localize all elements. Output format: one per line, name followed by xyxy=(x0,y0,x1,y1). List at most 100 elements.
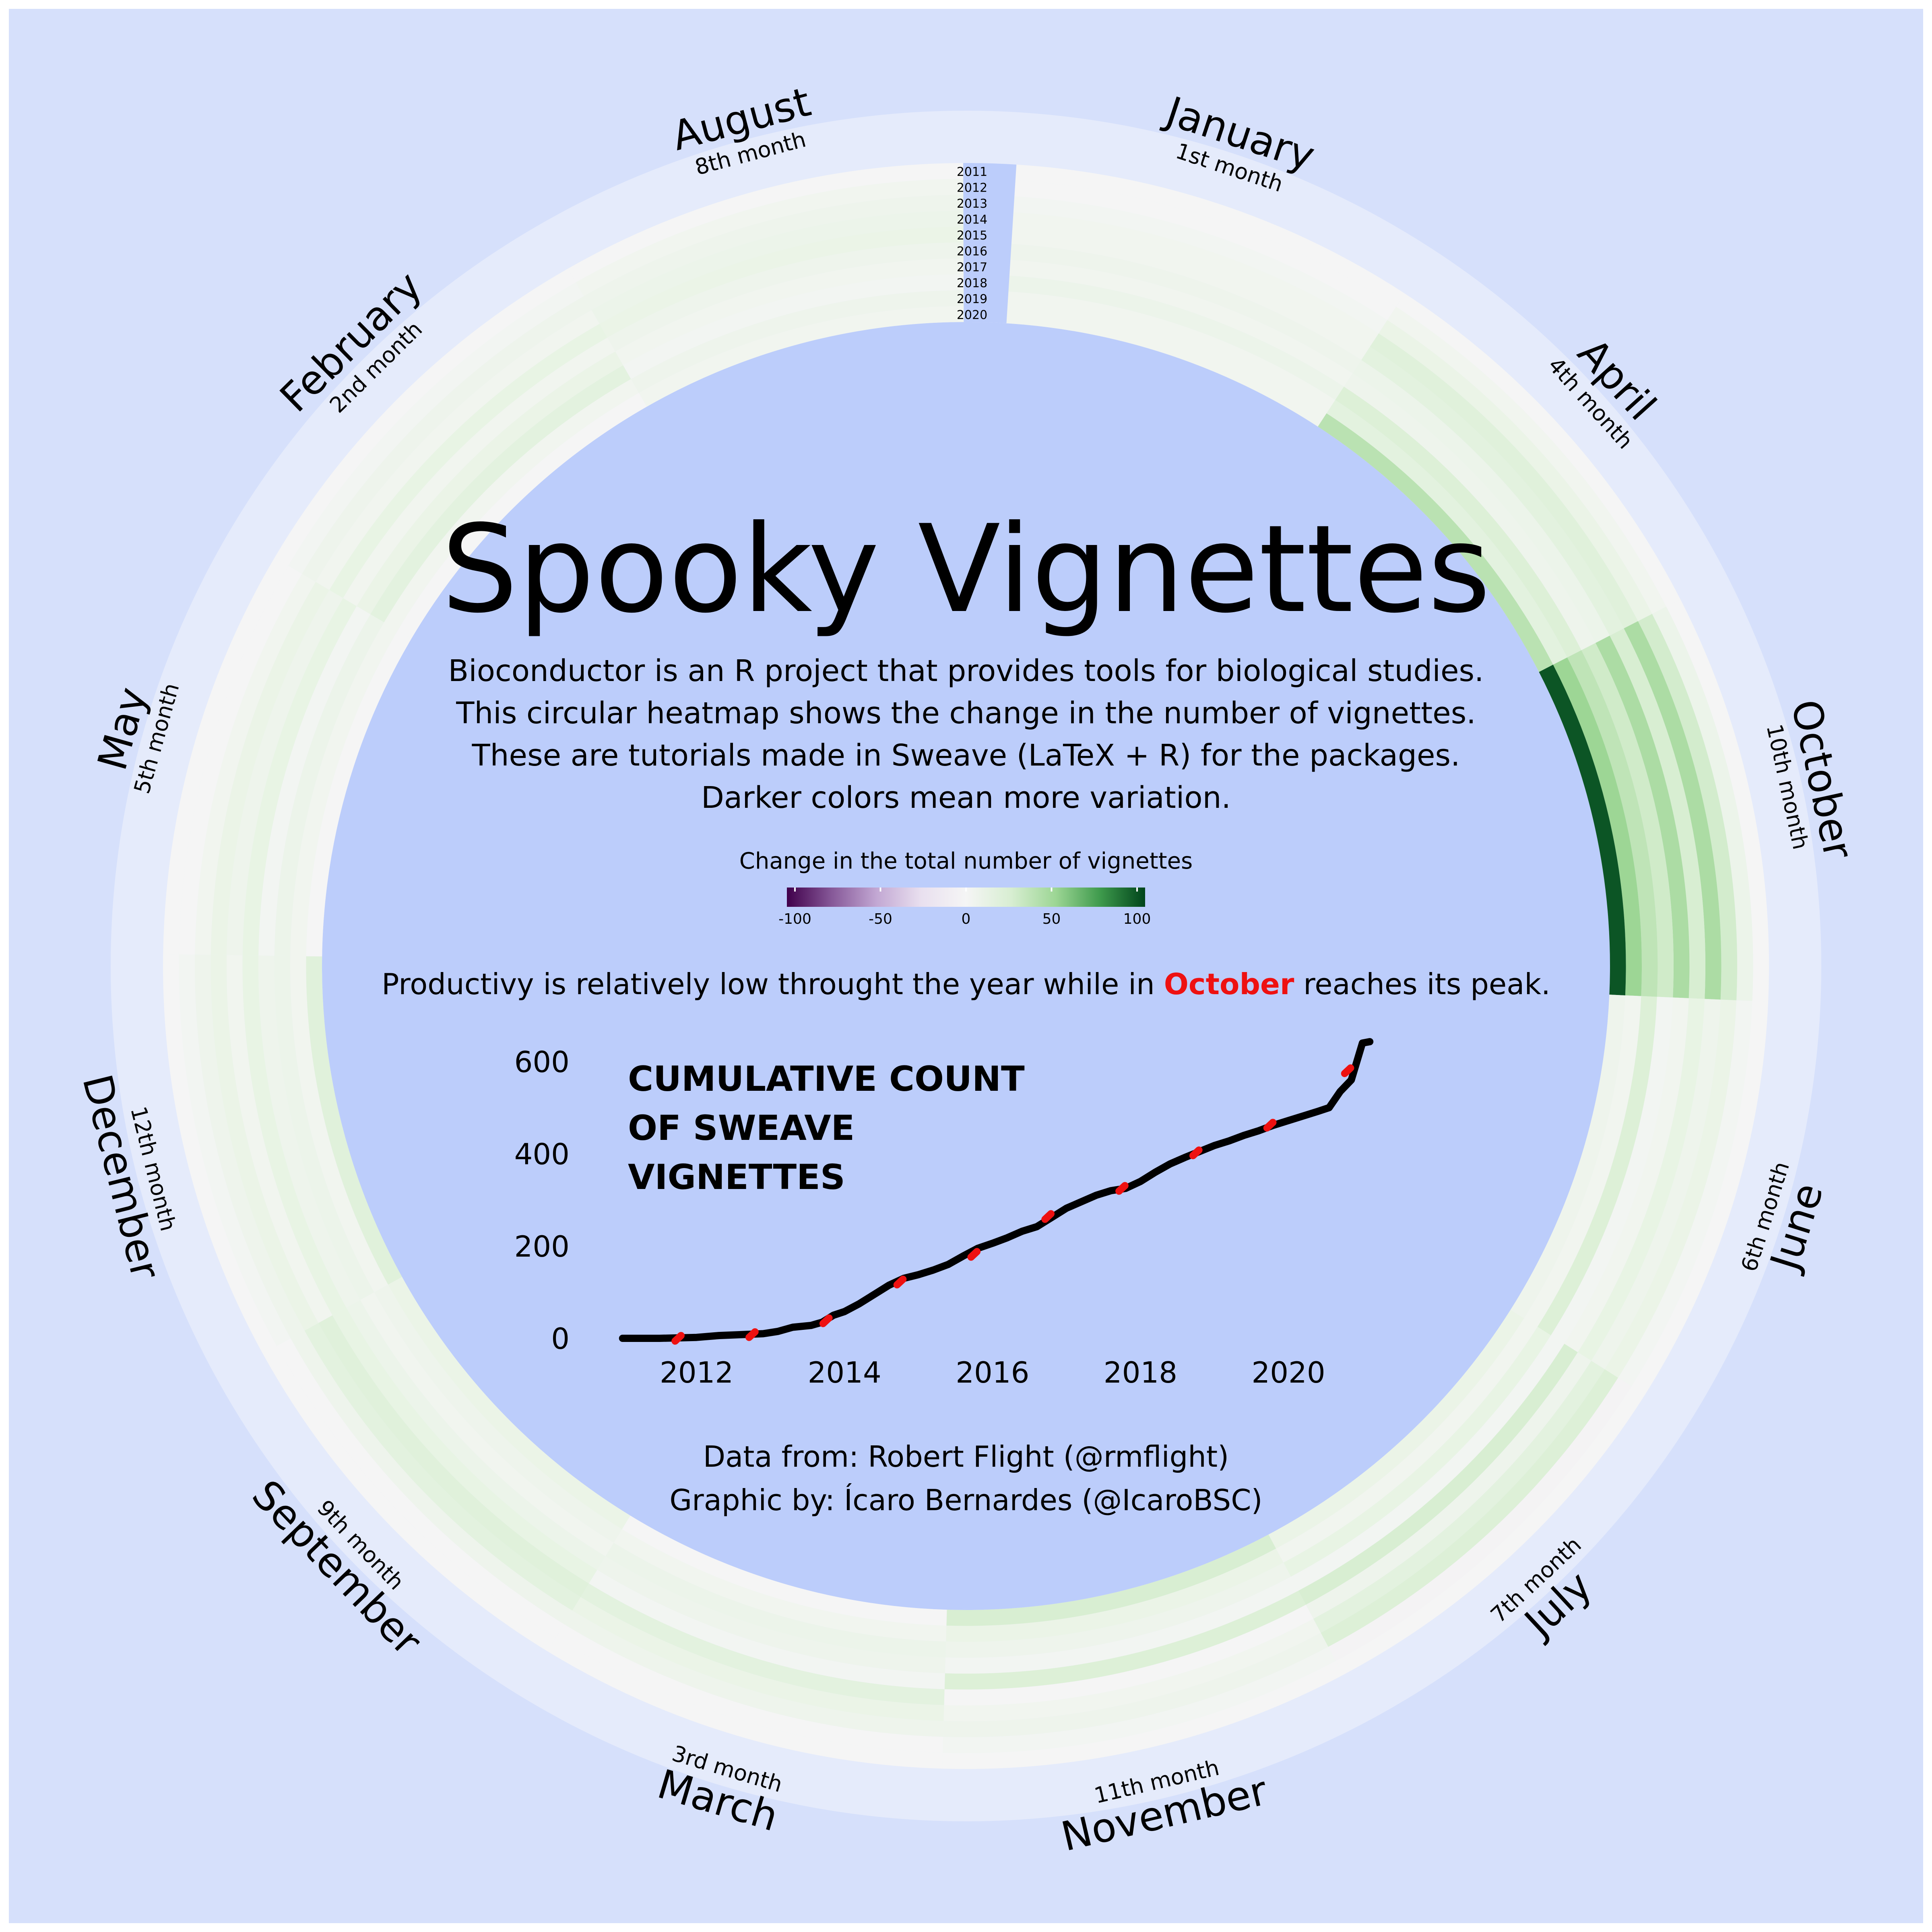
heatmap-cell-august-2017 xyxy=(615,258,966,365)
heatmap-cell-december-2015 xyxy=(227,955,332,1323)
october-highlight-mark xyxy=(1341,1064,1354,1077)
heatmap-cell-march-2019 xyxy=(613,1529,947,1642)
year-label-2017: 2017 xyxy=(957,260,987,275)
heatmap-cell-january-2017 xyxy=(1007,260,1353,387)
heatmap-cell-november-2019 xyxy=(946,1548,1284,1642)
year-label-band xyxy=(963,163,1017,324)
october-highlight-mark xyxy=(1189,1146,1203,1160)
peak-note-end: reaches its peak. xyxy=(1294,967,1550,1001)
heatmap-cell-june-2012 xyxy=(1618,1000,1752,1386)
october-highlight-mark xyxy=(745,1328,759,1341)
heatmap-cell-september-2017 xyxy=(346,1300,606,1570)
heatmap-cell-september-2015 xyxy=(318,1315,589,1597)
heatmap-cell-june-2015 xyxy=(1577,998,1705,1361)
heatmap-cell-august-2015 xyxy=(599,227,966,338)
heatmap-cell-february-2017 xyxy=(357,351,623,615)
heatmap-cell-december-2012 xyxy=(179,954,291,1346)
heatmap-cell-november-2020 xyxy=(946,1534,1276,1626)
y-tick-label: 600 xyxy=(514,1045,570,1079)
heatmap-cell-january-2020 xyxy=(1004,307,1327,427)
peak-month-highlight: October xyxy=(1164,967,1294,1001)
heatmap-cell-march-2012 xyxy=(555,1624,943,1753)
october-highlight-mark xyxy=(893,1276,907,1289)
heatmap-cell-december-2013 xyxy=(194,954,305,1338)
heatmap-cell-march-2014 xyxy=(572,1597,944,1721)
heatmap-cell-october-2018 xyxy=(1567,650,1658,997)
heatmap-cell-april-2011 xyxy=(1396,293,1680,607)
heatmap-cell-august-2020 xyxy=(639,306,966,407)
heatmap-cell-june-2014 xyxy=(1591,999,1721,1369)
heatmap-cell-august-2014 xyxy=(591,211,966,324)
heatmap-cell-january-2015 xyxy=(1009,228,1370,360)
year-label-2014: 2014 xyxy=(957,213,987,227)
heatmap-cell-february-2016 xyxy=(343,337,615,606)
heatmap-cell-september-2011 xyxy=(262,1346,556,1651)
heatmap-cell-october-2015 xyxy=(1610,628,1705,999)
heatmap-cell-may-2018 xyxy=(274,614,384,956)
y-tick-label: 400 xyxy=(514,1137,570,1171)
heatmap-cell-november-2018 xyxy=(945,1563,1291,1658)
heatmap-cell-july-2012 xyxy=(1328,1377,1632,1661)
x-tick-label: 2014 xyxy=(808,1356,881,1389)
heatmap-cell-september-2019 xyxy=(374,1284,622,1543)
october-highlight-mark xyxy=(967,1248,981,1261)
heatmap-cell-june-2020 xyxy=(1510,995,1625,1319)
description-line-2: This circular heatmap shows the change i… xyxy=(456,696,1476,731)
heatmap-cell-april-2014 xyxy=(1370,333,1638,629)
heatmap-cell-february-2015 xyxy=(329,324,607,598)
y-tick-label: 200 xyxy=(514,1230,570,1263)
year-label-2019: 2019 xyxy=(957,292,987,306)
heatmap-cell-october-2020 xyxy=(1539,665,1626,995)
heatmap-cell-january-2011 xyxy=(1012,164,1405,307)
heatmap-cell-july-2013 xyxy=(1321,1369,1618,1647)
heatmap-cell-january-2013 xyxy=(1011,196,1387,334)
heatmap-cell-july-2017 xyxy=(1291,1335,1565,1591)
graphic-credit: Graphic by: Ícaro Bernardes (@IcaroBSC) xyxy=(669,1483,1263,1517)
october-highlight-mark xyxy=(819,1314,833,1327)
heatmap-cell-september-2016 xyxy=(332,1307,597,1583)
heatmap-cell-may-2020 xyxy=(306,630,412,957)
x-tick-label: 2016 xyxy=(956,1356,1029,1389)
peak-note-start: Productivy is relatively low throught th… xyxy=(382,967,1164,1001)
year-label-2016: 2016 xyxy=(957,244,987,258)
heatmap-cell-july-2016 xyxy=(1298,1344,1578,1605)
heatmap-cell-september-2012 xyxy=(277,1338,564,1638)
heatmap-cell-february-2011 xyxy=(275,268,576,566)
cumulative-title-line-2: OF SWEAVE xyxy=(628,1108,855,1148)
heatmap-cell-august-2016 xyxy=(607,242,966,352)
heatmap-cell-june-2011 xyxy=(1631,1001,1769,1395)
heatmap-cell-june-2017 xyxy=(1551,997,1673,1344)
cumulative-chart-title: CUMULATIVE COUNT OF SWEAVE VIGNETTES xyxy=(628,1055,1025,1202)
legend-tick-label: 50 xyxy=(1042,911,1061,927)
heatmap-cell-june-2016 xyxy=(1564,997,1689,1352)
heatmap-cell-january-2019 xyxy=(1005,291,1335,413)
y-tick-label: 0 xyxy=(551,1322,570,1356)
x-tick-label: 2012 xyxy=(660,1356,733,1389)
legend-tick-label: -50 xyxy=(869,911,892,927)
heatmap-cell-november-2017 xyxy=(945,1577,1298,1674)
year-label-2011: 2011 xyxy=(957,165,987,179)
heatmap-cell-june-2018 xyxy=(1537,996,1657,1335)
heatmap-cell-april-2018 xyxy=(1335,386,1581,658)
heatmap-cell-january-2018 xyxy=(1006,275,1344,400)
heatmap-cell-july-2018 xyxy=(1283,1327,1551,1577)
heatmap-cells xyxy=(163,163,1769,1769)
heatmap-cell-november-2016 xyxy=(944,1590,1306,1690)
legend-tick-label: 100 xyxy=(1123,911,1151,927)
year-label-2020: 2020 xyxy=(957,308,987,322)
heatmap-cell-may-2013 xyxy=(195,574,316,955)
heatmap-cell-february-2020 xyxy=(398,393,647,639)
heatmap-cell-november-2011 xyxy=(942,1661,1344,1769)
heatmap-cell-april-2020 xyxy=(1318,413,1553,672)
year-label-2012: 2012 xyxy=(957,181,987,195)
heatmap-cell-november-2012 xyxy=(942,1647,1336,1753)
heatmap-cell-march-2018 xyxy=(605,1542,946,1657)
description-line-1: Bioconductor is an R project that provid… xyxy=(448,654,1484,688)
heatmap-cell-may-2011 xyxy=(163,557,289,954)
center-disc xyxy=(322,322,1610,1610)
cumulative-title-line-3: VIGNETTES xyxy=(628,1157,845,1197)
heatmap-cell-february-2018 xyxy=(370,365,631,623)
